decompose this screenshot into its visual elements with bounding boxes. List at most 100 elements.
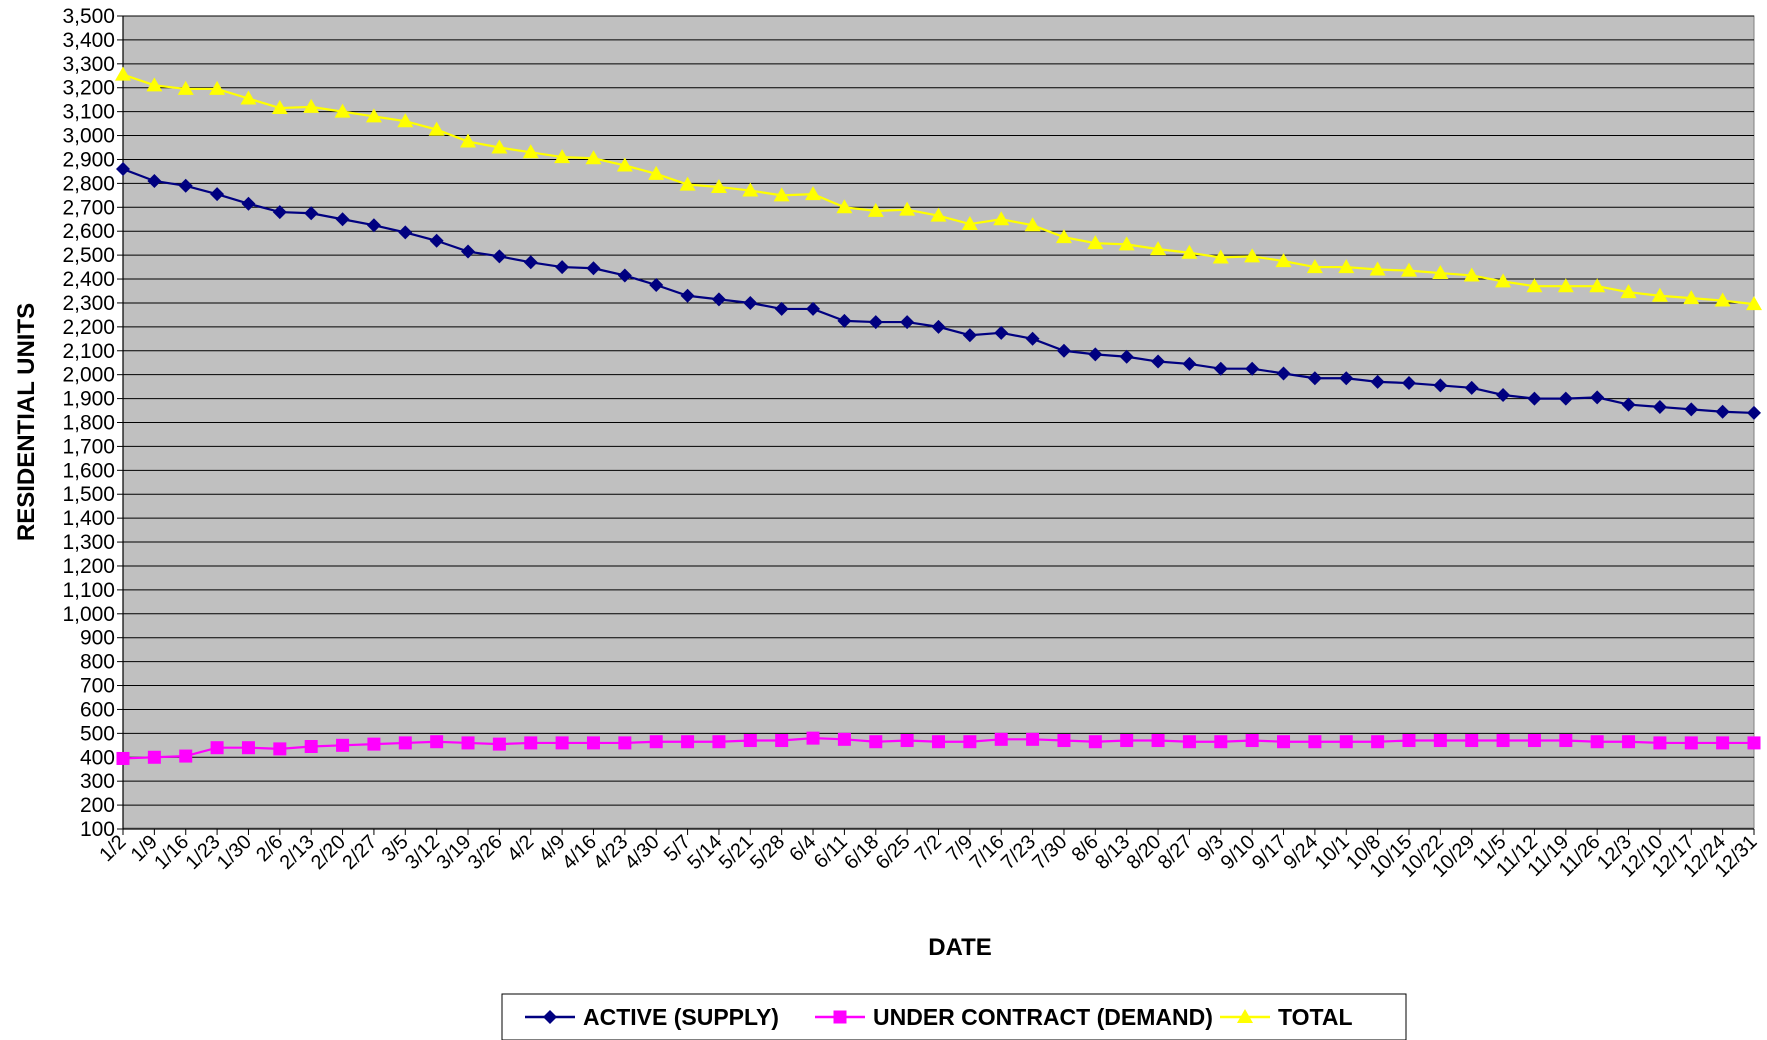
data-point (712, 735, 726, 749)
data-point (492, 737, 506, 751)
data-point (775, 734, 789, 748)
data-point (116, 162, 130, 177)
data-point (1182, 735, 1196, 749)
y-tick-label: 3,500 (62, 5, 115, 28)
data-point (1024, 217, 1041, 232)
data-point (365, 108, 382, 123)
data-point (1590, 735, 1604, 749)
y-tick-label: 400 (80, 746, 115, 769)
data-point (334, 103, 351, 118)
data-point (1057, 734, 1071, 748)
data-point (179, 749, 193, 763)
data-point (1025, 331, 1040, 346)
legend-label: TOTAL (1278, 1004, 1353, 1030)
data-point (1433, 378, 1448, 393)
data-point (524, 736, 538, 750)
y-tick-label: 100 (80, 818, 115, 841)
data-point (681, 735, 695, 749)
data-point (805, 186, 822, 201)
data-point (1684, 736, 1698, 750)
y-tick-label: 700 (80, 675, 115, 698)
data-point (1465, 734, 1479, 748)
data-point (522, 144, 539, 159)
data-point (461, 244, 476, 259)
data-point (366, 218, 381, 233)
y-tick-label: 3,000 (62, 125, 115, 148)
data-point (617, 268, 632, 283)
y-tick-label: 3,200 (62, 77, 115, 100)
data-point (1402, 734, 1416, 748)
data-point (398, 225, 413, 240)
data-point (335, 212, 350, 227)
x-tick-label: 8/27 (1154, 831, 1197, 874)
y-tick-label: 1,000 (62, 603, 115, 626)
series-1 (116, 731, 1761, 765)
data-point (900, 315, 915, 330)
data-point (1716, 736, 1730, 750)
data-point (743, 734, 757, 748)
data-point (1308, 735, 1322, 749)
x-tick-label: 7/2 (911, 831, 946, 866)
y-tick-label: 2,600 (62, 220, 115, 243)
y-tick-labels: 1002003004005006007008009001,0001,1001,2… (62, 5, 115, 841)
data-point (1527, 734, 1541, 748)
data-point (304, 740, 318, 754)
data-point (1463, 267, 1480, 282)
data-point (1245, 361, 1260, 376)
data-point (868, 315, 883, 330)
y-tick-label: 1,900 (62, 388, 115, 411)
data-point (1150, 241, 1167, 256)
data-point (1275, 253, 1292, 268)
legend: ACTIVE (SUPPLY) UNDER CONTRACT (DEMAND) TO… (501, 993, 1407, 1040)
data-point (1245, 734, 1259, 748)
data-point (241, 196, 256, 211)
series-2 (115, 66, 1762, 311)
data-point (1339, 735, 1353, 749)
data-point (1370, 374, 1385, 389)
data-point (1495, 273, 1512, 288)
data-point (742, 182, 759, 197)
gridlines (117, 15, 1754, 830)
legend-label: ACTIVE (SUPPLY) (583, 1004, 779, 1030)
legend-marker (543, 1010, 557, 1024)
data-point (648, 165, 665, 180)
data-point (1212, 249, 1229, 264)
data-point (1276, 366, 1291, 381)
data-point (774, 301, 789, 316)
series-0 (116, 162, 1761, 420)
data-point (1496, 388, 1511, 403)
data-point (1339, 371, 1354, 386)
data-point (1088, 735, 1102, 749)
data-point (1432, 265, 1449, 280)
y-tick-label: 1,700 (62, 435, 115, 458)
data-point (429, 233, 444, 248)
x-tick-label: 5/28 (746, 831, 789, 874)
data-point (178, 178, 193, 193)
data-point (555, 736, 569, 750)
y-tick-label: 900 (80, 627, 115, 650)
data-point (240, 90, 257, 105)
data-point (586, 261, 601, 276)
y-tick-label: 2,000 (62, 364, 115, 387)
data-point (994, 732, 1008, 746)
data-point (963, 735, 977, 749)
data-point (1747, 405, 1761, 420)
data-point (398, 736, 412, 750)
data-point (492, 249, 507, 264)
data-point (304, 206, 319, 221)
data-point (115, 66, 131, 81)
data-point (273, 742, 287, 756)
y-tick-label: 3,400 (62, 29, 115, 52)
data-point (430, 735, 444, 749)
data-point (1213, 361, 1228, 376)
data-point (1056, 343, 1071, 358)
data-point (397, 113, 414, 128)
y-tick-label: 300 (80, 770, 115, 793)
data-point (806, 301, 821, 316)
x-axis-title: DATE (928, 934, 992, 961)
data-point (1307, 371, 1322, 386)
data-point (743, 295, 758, 310)
data-point (460, 133, 477, 148)
legend-item: TOTAL (1220, 1004, 1353, 1030)
